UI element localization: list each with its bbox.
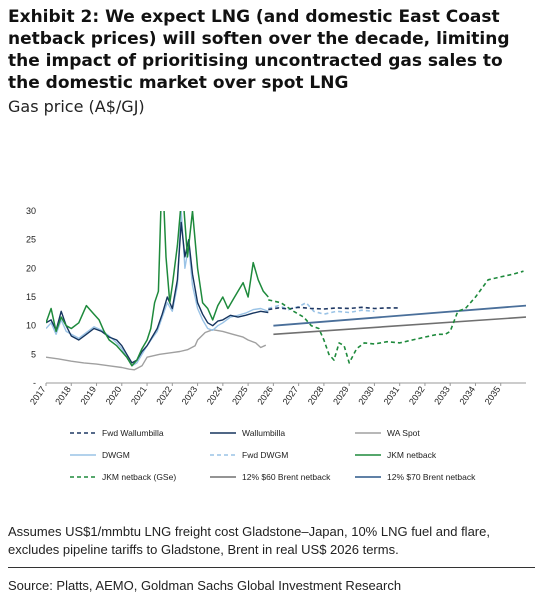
x-tick-label: 2026 — [255, 384, 275, 406]
series-line-dwgm — [46, 211, 269, 367]
series-line-12-70-brent-netback — [273, 304, 526, 327]
legend-item: 12% $70 Brent netback — [355, 472, 475, 482]
y-tick-label: 30 — [26, 206, 36, 216]
source-line: Source: Platts, AEMO, Goldman Sachs Glob… — [8, 578, 402, 593]
legend-swatch — [210, 432, 236, 434]
legend-swatch — [355, 454, 381, 456]
legend-swatch — [70, 476, 96, 478]
series-line-jkm-netback — [46, 211, 269, 367]
legend-swatch — [70, 454, 96, 456]
chart-subtitle: Gas price (A$/GJ) — [8, 97, 145, 116]
x-tick-label: 2034 — [457, 384, 477, 406]
x-tick-label: 2031 — [382, 384, 402, 406]
chart-title: Exhibit 2: We expect LNG (and domestic E… — [8, 7, 510, 93]
x-tick-label: 2032 — [407, 384, 427, 406]
legend-item: JKM netback — [355, 450, 436, 460]
x-tick-label: 2030 — [356, 384, 376, 406]
legend-label: 12% $70 Brent netback — [387, 472, 476, 482]
series-line-wa-spot — [46, 329, 267, 371]
series-line-wallumbilla — [46, 221, 269, 364]
legend-swatch — [355, 432, 381, 434]
series-line-fwd-wallumbilla — [268, 306, 400, 311]
legend-item: WA Spot — [355, 428, 420, 438]
legend-label: Wallumbilla — [242, 428, 286, 438]
legend-label: DWGM — [102, 450, 130, 460]
y-tick-label: 20 — [26, 263, 36, 273]
y-tick-label: 5 — [31, 349, 36, 359]
y-tick-label: - — [33, 378, 36, 388]
legend-swatch — [210, 454, 236, 456]
legend-label: WA Spot — [387, 428, 420, 438]
legend-swatch — [70, 432, 96, 434]
series-line-12-60-brent-netback — [273, 316, 526, 336]
legend-item: Fwd Wallumbilla — [70, 428, 164, 438]
chart-note: Assumes US$1/mmbtu LNG freight cost Glad… — [8, 524, 490, 557]
series-line-jkm-netback-gse — [268, 270, 524, 364]
legend-label: JKM netback (GSe) — [102, 472, 177, 482]
x-tick-label: 2018 — [53, 384, 73, 406]
x-tick-label: 2035 — [483, 384, 503, 406]
x-tick-label: 2020 — [104, 384, 124, 406]
legend-label: 12% $60 Brent netback — [242, 472, 331, 482]
legend-label: Fwd DWGM — [242, 450, 289, 460]
legend-item: Wallumbilla — [210, 428, 285, 438]
legend-item: 12% $60 Brent netback — [210, 472, 330, 482]
x-tick-label: 2023 — [180, 384, 200, 406]
y-tick-label: 25 — [26, 235, 36, 245]
legend-item: JKM netback (GSe) — [70, 472, 176, 482]
x-tick-label: 2022 — [154, 384, 174, 406]
legend-label: JKM netback — [387, 450, 437, 460]
x-tick-label: 2021 — [129, 384, 149, 406]
y-tick-label: 10 — [26, 321, 36, 331]
x-tick-label: 2028 — [306, 384, 326, 406]
divider — [8, 567, 535, 568]
x-tick-label: 2025 — [230, 384, 250, 406]
x-tick-label: 2027 — [281, 384, 301, 406]
x-tick-label: 2017 — [28, 384, 48, 406]
x-tick-label: 2029 — [331, 384, 351, 406]
legend-item: DWGM — [70, 450, 130, 460]
legend-swatch — [210, 476, 236, 478]
y-tick-label: 15 — [26, 292, 36, 302]
x-tick-label: 2019 — [78, 384, 98, 406]
legend-item: Fwd DWGM — [210, 450, 288, 460]
x-tick-label: 2024 — [205, 384, 225, 406]
legend-swatch — [355, 476, 381, 478]
legend-label: Fwd Wallumbilla — [102, 428, 164, 438]
x-tick-label: 2033 — [432, 384, 452, 406]
